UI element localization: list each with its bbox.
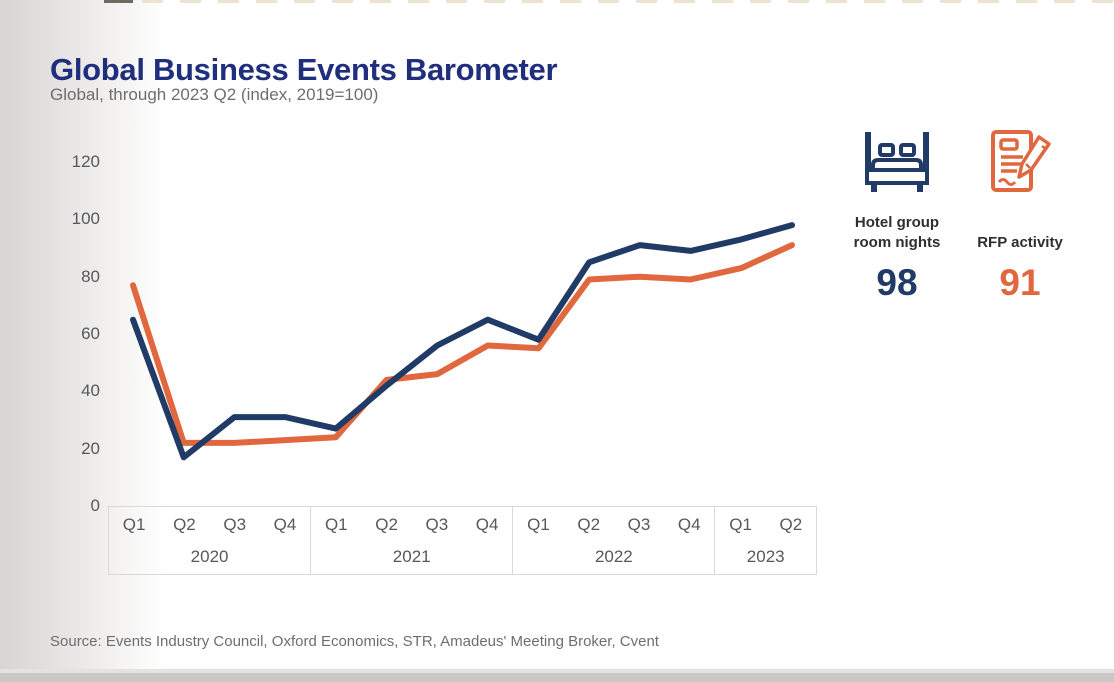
- legend-item-hotel-group-room-nights: Hotel group room nights 98: [841, 126, 953, 301]
- x-tick-quarter: Q4: [677, 515, 701, 534]
- x-tick-year: 2022: [594, 546, 633, 566]
- chart-plot-area: [130, 222, 795, 461]
- page-subtitle: Global, through 2023 Q2 (index, 2019=100…: [50, 85, 379, 104]
- y-tick-label: 120: [71, 152, 100, 171]
- legend-value-rfp: 91: [999, 262, 1041, 303]
- legend-item-rfp-activity: RFP activity 91: [964, 126, 1076, 301]
- x-axis: Q1 Q2 Q3 Q4 2020 Q1 Q2 Q3 Q4 2021 Q1 Q2 Q3 Q4 2022 Q1 Q2…: [108, 506, 817, 575]
- page-title: Global Business Events Barometer: [50, 51, 558, 87]
- y-tick-label: 60: [81, 324, 100, 343]
- y-tick-label: 0: [90, 496, 100, 515]
- y-tick-label: 20: [81, 438, 100, 458]
- series-line-hotel-group-room-nights: [130, 222, 795, 461]
- x-tick-quarter: Q2: [173, 515, 196, 534]
- line-chart: 0 20 40 60 80 100 120 Q1 Q2 Q3 Q4 2020 Q1 Q2 Q3 Q4 2021…: [71, 152, 817, 575]
- x-axis-group-2021: Q1 Q2 Q3 Q4 2021: [310, 507, 512, 574]
- x-axis-group-2020: Q1 Q2 Q3 Q4 2020: [109, 507, 310, 574]
- source-note: Source: Events Industry Council, Oxford …: [50, 633, 659, 650]
- x-tick-year: 2023: [746, 546, 785, 566]
- top-dashed-border: [104, 0, 1114, 3]
- bed-icon: [859, 126, 935, 198]
- x-tick-quarter: Q3: [425, 515, 449, 534]
- y-tick-label: 80: [81, 266, 100, 286]
- x-tick-year: 2021: [392, 546, 431, 566]
- x-tick-quarter: Q3: [223, 515, 247, 534]
- document-pen-icon: [984, 126, 1056, 198]
- bottom-edge-gray: [0, 673, 1114, 682]
- x-axis-group-2022: Q1 Q2 Q3 Q4 2022: [512, 507, 714, 574]
- x-tick-quarter: Q4: [273, 515, 297, 534]
- x-tick-quarter: Q2: [779, 515, 803, 534]
- series-line-rfp-activity: [130, 242, 795, 446]
- legend-label: RFP activity: [977, 233, 1063, 251]
- x-tick-quarter: Q2: [375, 515, 398, 534]
- x-tick-quarter: Q1: [527, 515, 550, 534]
- x-tick-quarter: Q4: [475, 515, 499, 534]
- x-tick-quarter: Q1: [729, 515, 752, 534]
- y-tick-label: 100: [71, 209, 100, 229]
- x-tick-quarter: Q3: [627, 515, 651, 534]
- x-tick-quarter: Q1: [122, 515, 146, 534]
- x-tick-quarter: Q2: [577, 515, 601, 534]
- legend: Hotel group room nights 98 RFP activity: [841, 126, 1076, 301]
- x-axis-group-2023: Q1 Q2 2023: [714, 507, 816, 574]
- x-tick-year: 2020: [190, 546, 229, 566]
- legend-value-hotel: 98: [876, 262, 918, 303]
- x-tick-quarter: Q1: [324, 515, 348, 534]
- bottom-edge-light: [0, 669, 1114, 673]
- legend-label: Hotel group room nights: [853, 214, 941, 251]
- top-dash-accent: [104, 0, 133, 3]
- y-tick-label: 40: [81, 381, 100, 401]
